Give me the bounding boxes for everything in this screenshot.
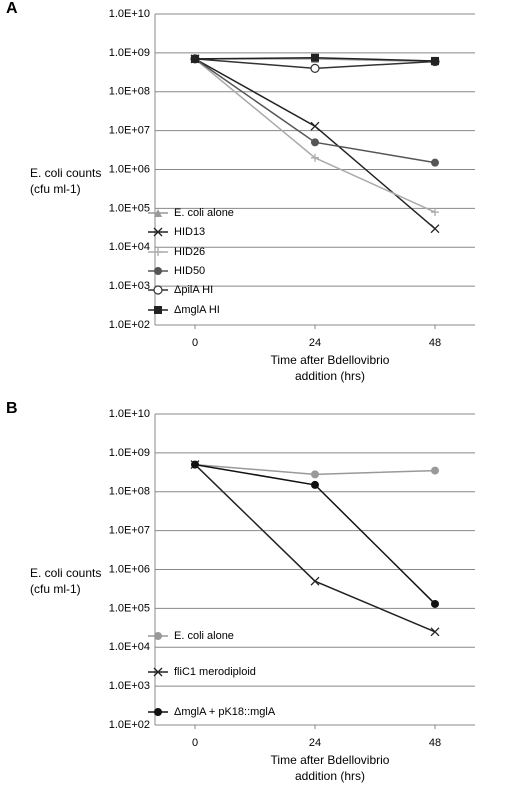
legend-marker: [153, 667, 163, 677]
marker: [310, 576, 320, 586]
y-tick-label: 1.0E+03: [109, 280, 150, 292]
y-tick-label: 1.0E+06: [109, 563, 150, 575]
marker: [310, 121, 320, 131]
chart: 1.0E+02 1.0E+03 1.0E+04 1.0E+05 1.0E+06 1.0E+…: [109, 408, 475, 749]
x-tick-label: 24: [309, 337, 321, 349]
marker: [431, 208, 439, 217]
series-line: [194, 58, 436, 164]
x-tick-label: 48: [429, 737, 441, 749]
panel-letter: B: [6, 400, 18, 417]
marker: [191, 460, 199, 469]
marker: [310, 63, 320, 73]
legend-label: ΔmglA + pK18::mglA: [174, 706, 276, 718]
legend-label: fliC1 merodiploid: [174, 666, 256, 678]
marker: [311, 480, 319, 489]
legend-label: ΔmglA HI: [174, 304, 220, 316]
y-tick-label: 1.0E+10: [109, 408, 150, 420]
legend-marker: [153, 285, 163, 295]
series-line: [194, 464, 436, 633]
y-tick-label: 1.0E+09: [109, 47, 150, 59]
marker: [311, 138, 319, 147]
panel: 1.0E+02 1.0E+03 1.0E+04 1.0E+05 1.0E+06 1.0E+…: [6, 0, 475, 383]
legend-label: ΔpilA HI: [174, 284, 213, 296]
legend-label: E. coli alone: [174, 630, 234, 642]
y-tick-label: 1.0E+02: [109, 319, 150, 331]
y-axis-title: E. coli counts (cfu ml-1): [30, 166, 102, 196]
y-tick-label: 1.0E+10: [109, 8, 150, 20]
legend-marker: [154, 708, 162, 716]
y-tick-label: 1.0E+04: [109, 241, 150, 253]
legend-marker: [154, 306, 162, 314]
series-line: [194, 58, 436, 213]
y-tick-label: 1.0E+07: [109, 125, 150, 137]
x-tick-label: 0: [192, 337, 198, 349]
y-axis-title: E. coli counts (cfu ml-1): [30, 566, 102, 596]
marker: [431, 56, 439, 65]
legend-marker: [154, 267, 162, 275]
marker: [311, 470, 319, 479]
legend-label: HID26: [174, 246, 205, 258]
x-tick-label: 48: [429, 337, 441, 349]
legend-label: E. coli alone: [174, 207, 234, 219]
x-axis-title: Time after Bdellovibrio addition (hrs): [270, 753, 390, 783]
panel: 1.0E+02 1.0E+03 1.0E+04 1.0E+05 1.0E+06 1.0E+…: [0, 400, 519, 800]
panel-letter: A: [6, 0, 18, 17]
x-tick-label: 24: [309, 737, 321, 749]
marker: [191, 54, 199, 63]
y-tick-label: 1.0E+02: [109, 719, 150, 731]
marker: [431, 158, 439, 167]
marker: [431, 466, 439, 475]
marker: [430, 224, 440, 234]
y-tick-label: 1.0E+06: [109, 163, 150, 175]
legend-marker: [153, 227, 163, 237]
legend-label: HID50: [174, 265, 205, 277]
y-tick-label: 1.0E+09: [109, 447, 150, 459]
y-tick-label: 1.0E+08: [109, 486, 150, 498]
legend-label: HID13: [174, 226, 205, 238]
x-tick-label: 0: [192, 737, 198, 749]
y-tick-label: 1.0E+08: [109, 86, 150, 98]
legend-marker: [154, 248, 162, 256]
marker: [430, 627, 440, 637]
marker: [311, 153, 319, 162]
marker: [431, 599, 439, 608]
legend-marker: [154, 632, 162, 640]
y-tick-label: 1.0E+04: [109, 641, 150, 653]
y-tick-label: 1.0E+07: [109, 525, 150, 537]
chart: 1.0E+02 1.0E+03 1.0E+04 1.0E+05 1.0E+06 1.0E+…: [109, 8, 475, 349]
y-tick-label: 1.0E+05: [109, 602, 150, 614]
legend-marker: [154, 209, 162, 217]
marker: [311, 53, 319, 62]
x-axis-title: Time after Bdellovibrio addition (hrs): [270, 353, 390, 383]
y-tick-label: 1.0E+03: [109, 680, 150, 692]
y-tick-label: 1.0E+05: [109, 202, 150, 214]
